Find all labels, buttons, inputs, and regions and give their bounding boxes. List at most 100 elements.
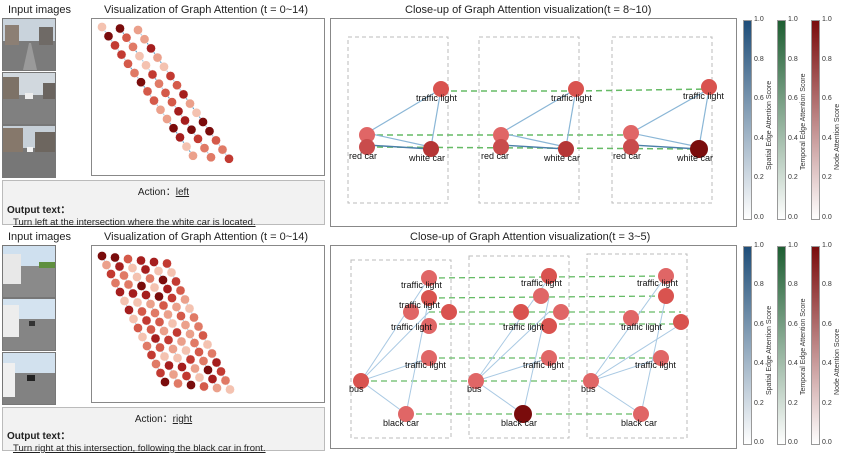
graph-node xyxy=(146,43,156,54)
graph-node xyxy=(139,34,150,45)
node-label: traffic light xyxy=(399,300,440,310)
top-input-frame-2 xyxy=(2,72,56,125)
colorbar-tick: 0.8 xyxy=(788,281,798,289)
node-label: red car xyxy=(349,151,377,161)
node-label: traffic light xyxy=(551,93,592,103)
top-input-frame-1 xyxy=(2,18,56,71)
node-colorbar xyxy=(811,246,820,445)
graph-node xyxy=(184,303,195,314)
graph-node xyxy=(186,380,196,390)
top-graph-svg xyxy=(97,22,234,164)
graph-node xyxy=(133,25,143,35)
graph-node xyxy=(181,345,191,356)
graph-node xyxy=(159,61,169,72)
graph-node xyxy=(97,251,107,261)
graph-node xyxy=(180,294,190,305)
graph-node xyxy=(155,104,166,115)
colorbar-tick: 0.6 xyxy=(788,95,798,103)
colorbar-tick: 0.6 xyxy=(754,95,764,103)
colorbar-tick: 1.0 xyxy=(788,242,798,249)
spatial-colorbar-label: Spatial Edge Attention Score xyxy=(766,305,773,395)
graph-node xyxy=(101,260,112,270)
colorbar-tick: 0.0 xyxy=(754,214,764,221)
graph-node xyxy=(207,374,218,384)
bottom-action-value: right xyxy=(172,414,193,425)
colorbar-tick: 0.2 xyxy=(754,399,764,407)
graph-node xyxy=(177,362,187,372)
bottom-input-frame-3 xyxy=(2,352,56,405)
graph-node xyxy=(198,356,209,366)
graph-node xyxy=(166,267,177,278)
graph-node xyxy=(154,78,164,89)
graph-node xyxy=(103,31,114,42)
node-label: traffic light xyxy=(637,278,678,288)
spatial-colorbar-label: Spatial Edge Attention Score xyxy=(766,80,773,170)
colorbar-tick: 0.4 xyxy=(754,134,764,142)
graph-node xyxy=(164,360,174,371)
top-input-frame-3 xyxy=(2,125,56,178)
graph-node xyxy=(159,326,169,336)
bottom-output-box: Action：right Output text： Turn right at … xyxy=(2,407,325,454)
graph-node xyxy=(167,318,178,329)
top-closeup-panel: traffic light traffic light traffic ligh… xyxy=(330,18,737,227)
graph-node xyxy=(150,333,161,344)
colorbar-tick: 0.6 xyxy=(822,320,832,328)
top-vis-title: Visualization of Graph Attention (t = 0~… xyxy=(104,4,309,16)
graph-node xyxy=(158,275,168,285)
colorbar-tick: 0.2 xyxy=(822,174,832,182)
graph-node xyxy=(173,106,184,117)
graph-node xyxy=(171,276,181,287)
graph-node xyxy=(136,255,146,266)
graph-node xyxy=(119,270,129,281)
graph-node xyxy=(202,339,213,350)
spatial-colorbar xyxy=(743,246,752,445)
graph-node xyxy=(145,273,155,284)
graph-node xyxy=(133,323,143,333)
graph-node xyxy=(137,306,147,317)
graph-node xyxy=(180,320,191,330)
colorbar-tick: 0.4 xyxy=(822,134,832,142)
node-label: bus xyxy=(467,384,482,394)
node-label: traffic light xyxy=(523,360,564,370)
graph-node xyxy=(168,344,178,354)
top-output-title: Output text： xyxy=(7,205,71,216)
bottom-output-title: Output text： xyxy=(7,431,71,442)
node-label: traffic light xyxy=(683,91,724,101)
graph-node xyxy=(129,68,140,78)
graph-node xyxy=(217,144,228,155)
node-label: traffic light xyxy=(391,322,432,332)
colorbar-tick: 0.8 xyxy=(754,55,764,63)
graph-node xyxy=(123,279,134,290)
graph-node xyxy=(141,60,151,71)
graph-node xyxy=(180,115,190,126)
colorbar-tick: 0.0 xyxy=(822,439,832,446)
graph-node xyxy=(121,32,132,43)
graph-node xyxy=(128,288,138,299)
bottom-closeup-svg: traffic light traffic light traffic ligh… xyxy=(349,253,689,439)
colorbar-tick: 0.6 xyxy=(822,95,832,103)
graph-node xyxy=(175,132,185,143)
graph-node xyxy=(127,263,138,273)
graph-node xyxy=(149,95,159,106)
graph-node xyxy=(193,321,204,332)
bottom-graph-attention-panel xyxy=(91,245,325,403)
colorbar-tick: 0.4 xyxy=(788,360,798,368)
colorbar-tick: 0.0 xyxy=(822,214,832,221)
graph-node xyxy=(172,327,182,338)
node-label: white car xyxy=(676,153,713,163)
graph-node xyxy=(199,381,209,392)
graph-node xyxy=(194,347,204,357)
graph-node xyxy=(149,282,160,293)
node-label: red car xyxy=(481,151,509,161)
colorbar-tick: 0.2 xyxy=(788,174,798,182)
node-label: bus xyxy=(349,384,364,394)
node-label: traffic light xyxy=(521,278,562,288)
top-graph-attention-panel xyxy=(91,18,325,176)
graph-node xyxy=(176,311,186,321)
graph-node xyxy=(165,71,176,81)
graph-node xyxy=(173,378,183,389)
graph-node xyxy=(110,252,120,263)
graph-node xyxy=(162,258,172,269)
graph-node xyxy=(181,371,192,381)
colorbar-tick: 0.6 xyxy=(754,320,764,328)
